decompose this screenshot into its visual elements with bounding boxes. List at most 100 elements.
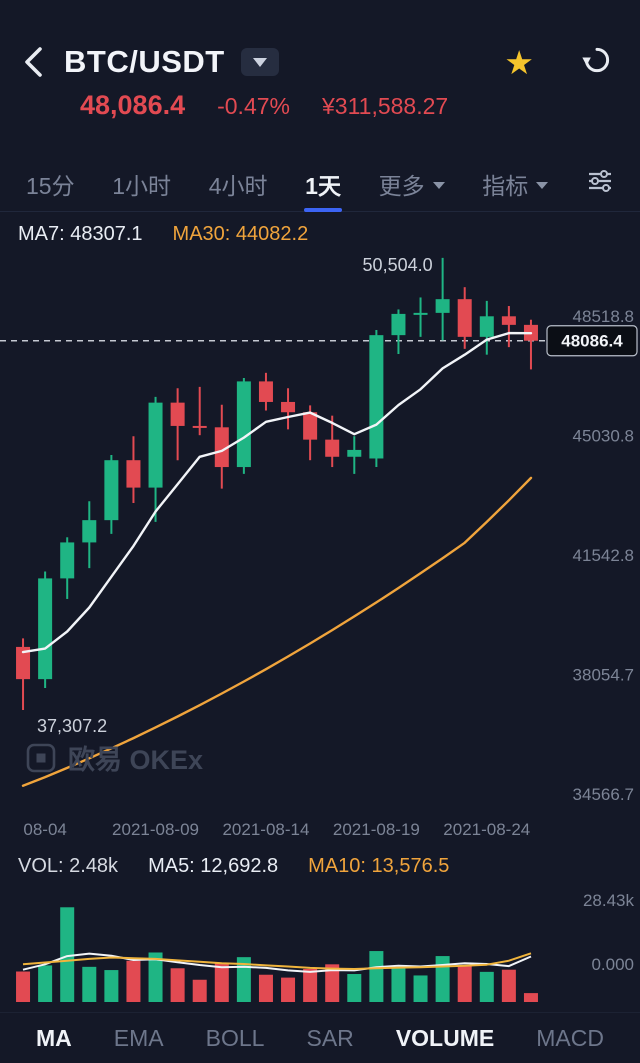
x-axis-label: 2021-08-24 xyxy=(443,820,531,839)
last-price-badge-text: 48086.4 xyxy=(561,332,623,351)
volume-bar xyxy=(457,965,472,1002)
candle-body xyxy=(16,646,31,680)
volume-bar xyxy=(391,967,406,1002)
x-axis-label: 08-04 xyxy=(23,820,67,839)
tab-4hour[interactable]: 4小时 xyxy=(208,172,268,199)
indicator-tab-boll[interactable]: BOLL xyxy=(205,1024,265,1051)
volume-bar xyxy=(104,970,119,1002)
overlay-legend: MA7: 48307.1 MA30: 44082.2 xyxy=(0,212,640,256)
vol-ma10-value: MA10: 13,576.5 xyxy=(308,854,450,877)
back-chevron-icon xyxy=(25,47,42,77)
candle-body xyxy=(325,439,340,457)
back-button[interactable] xyxy=(0,42,64,82)
candle-body xyxy=(457,299,472,337)
indicator-tab-macd[interactable]: MACD xyxy=(536,1024,604,1051)
page-title: BTC/USDT xyxy=(64,44,225,79)
indicator-tab-ema[interactable]: EMA xyxy=(113,1024,164,1051)
y-axis-label: 45030.8 xyxy=(573,426,634,445)
volume-bar xyxy=(214,963,229,1002)
pair-title-group: BTC/USDT xyxy=(64,44,279,80)
title-bar: BTC/USDT ★ xyxy=(0,34,640,90)
chart-settings-button[interactable] xyxy=(586,169,614,198)
volume-bar xyxy=(369,951,384,1002)
vol-value: VOL: 2.48k xyxy=(18,854,119,877)
candle-body xyxy=(60,542,75,579)
x-axis-label: 2021-08-09 xyxy=(112,820,200,839)
vol-ma10-line xyxy=(22,952,532,970)
x-axis: 08-04 2021-08-09 2021-08-14 2021-08-19 2021-… xyxy=(0,816,640,844)
candle-body xyxy=(391,313,406,336)
ma30-value: MA30: 44082.2 xyxy=(172,222,309,245)
volume-chart-area: 28.43k 0.000 xyxy=(0,888,640,1012)
indicator-tab-sar[interactable]: SAR xyxy=(306,1024,354,1051)
chevron-down-icon xyxy=(432,182,445,189)
candle-body xyxy=(38,578,53,680)
y-axis-label: 34566.7 xyxy=(573,785,634,804)
volume-bar xyxy=(258,974,273,1002)
volume-bar xyxy=(60,907,75,1002)
low-price-label: 37,307.2 xyxy=(37,716,107,736)
candle-body xyxy=(104,460,119,521)
candle-body xyxy=(281,401,296,413)
ma30-line xyxy=(21,476,533,787)
tab-indicators[interactable]: 指标 xyxy=(482,156,549,212)
volume-bar xyxy=(16,971,31,1002)
high-price-label: 50,504.0 xyxy=(363,256,433,275)
tab-indicators-label: 指标 xyxy=(482,172,529,199)
last-price-badge xyxy=(546,325,638,357)
volume-bar xyxy=(435,956,450,1002)
volume-bar xyxy=(281,977,296,1002)
candle-body xyxy=(82,520,97,543)
price-chart-area: 48518.8 45030.8 41542.8 38054.7 34566.7 50,50… xyxy=(0,256,640,816)
volume-bar xyxy=(192,979,207,1002)
candle-body xyxy=(435,299,450,313)
volume-bar xyxy=(82,966,97,1002)
indicator-tab-volume[interactable]: VOLUME xyxy=(395,1024,495,1051)
last-price: 48,086.4 xyxy=(80,90,186,120)
volume-bar xyxy=(38,965,53,1002)
price-fiat: ¥311,588.27 xyxy=(321,93,449,119)
volume-bar xyxy=(347,974,362,1002)
tab-more-label: 更多 xyxy=(378,172,425,199)
volume-bar xyxy=(501,969,516,1002)
vol-ma5-value: MA5: 12,692.8 xyxy=(148,854,279,877)
tab-1hour[interactable]: 1小时 xyxy=(112,172,172,199)
candle-body xyxy=(479,316,494,337)
candle-body xyxy=(413,312,428,315)
pair-dropdown-button[interactable] xyxy=(240,48,279,76)
y-axis-label: 38054.7 xyxy=(573,665,634,684)
volume-legend: VOL: 2.48k MA5: 12,692.8 MA10: 13,576.5 xyxy=(0,844,640,888)
candle-body xyxy=(369,335,384,459)
change-percent: -0.47% xyxy=(217,93,290,119)
favorite-star-icon[interactable]: ★ xyxy=(504,43,534,81)
chevron-down-icon xyxy=(252,57,267,67)
refresh-icon[interactable] xyxy=(580,43,614,82)
tab-15min[interactable]: 15分 xyxy=(26,172,75,199)
indicator-tab-ma[interactable]: MA xyxy=(36,1024,72,1051)
volume-bar xyxy=(523,993,538,1002)
tune-icon xyxy=(588,170,611,192)
volume-chart-canvas[interactable]: 28.43k 0.000 xyxy=(0,888,640,1012)
price-chart-canvas[interactable]: 48518.8 45030.8 41542.8 38054.7 34566.7 50,50… xyxy=(0,256,640,816)
ma7-value: MA7: 48307.1 xyxy=(18,222,143,245)
volume-axis-label: 0.000 xyxy=(591,955,634,974)
refresh-glyph xyxy=(582,47,610,72)
y-axis-label: 41542.8 xyxy=(573,546,634,565)
volume-bar xyxy=(236,957,251,1002)
volume-bar xyxy=(303,968,318,1002)
timeframe-bar: 15分 1小时 4小时 1天 更多 指标 xyxy=(0,156,640,212)
y-axis-label: 48518.8 xyxy=(573,307,634,326)
volume-bar xyxy=(170,968,185,1002)
candle-body xyxy=(214,427,229,468)
candle-body xyxy=(501,316,516,325)
tab-1day[interactable]: 1天 xyxy=(305,156,341,212)
candle-body xyxy=(347,449,362,457)
volume-bar xyxy=(325,964,340,1002)
tab-more[interactable]: 更多 xyxy=(379,156,445,212)
volume-bar xyxy=(148,952,163,1002)
volume-axis-label: 28.43k xyxy=(583,891,635,910)
chevron-down-icon xyxy=(536,182,549,189)
volume-bar xyxy=(479,971,494,1002)
candle-body xyxy=(236,381,251,468)
